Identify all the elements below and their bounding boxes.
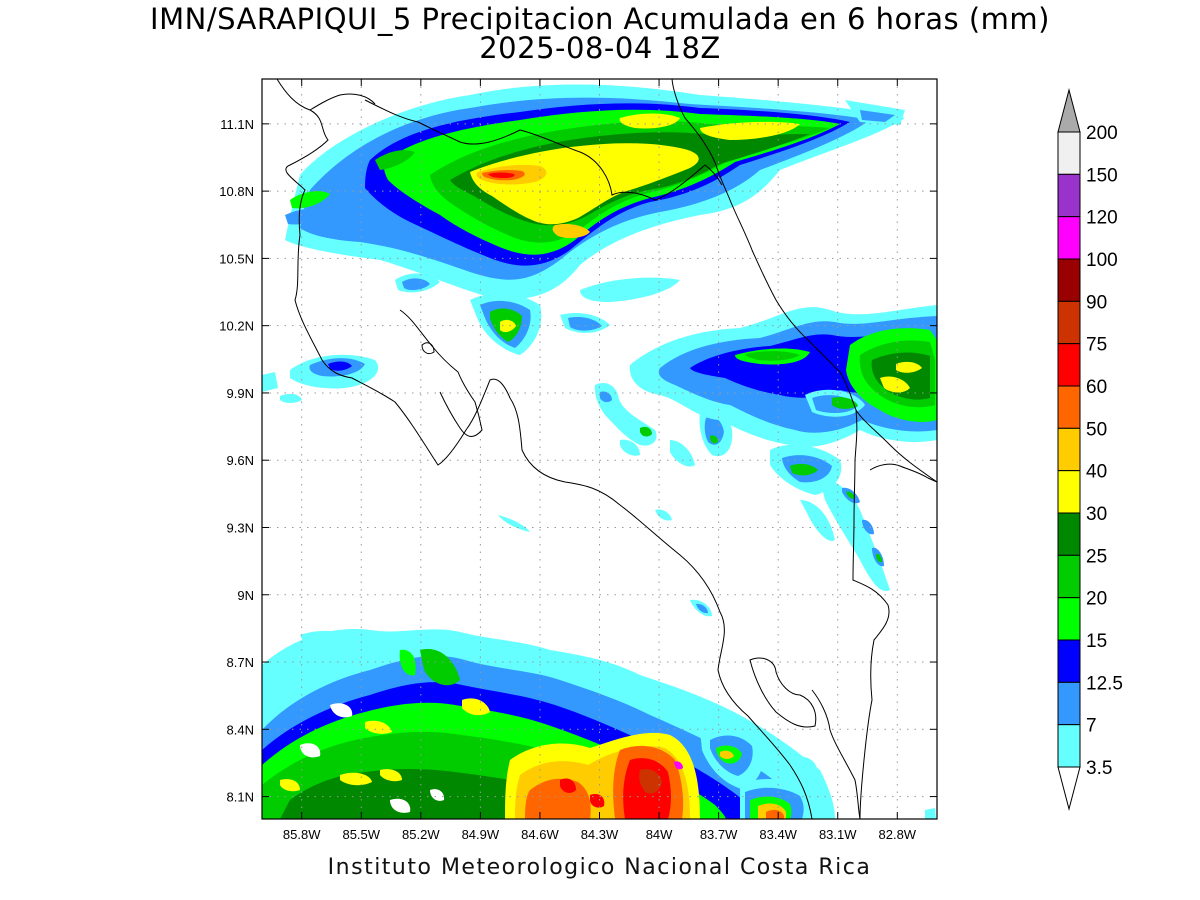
colorbar-label: 7 [1086, 716, 1097, 737]
colorbar-label: 25 [1086, 546, 1107, 567]
colorbar-swatch [1057, 216, 1081, 260]
nicoya-gulf [399, 309, 483, 437]
colorbar-top-arrow [1057, 88, 1081, 133]
colorbar-label: 75 [1086, 335, 1107, 356]
colorbar-swatch [1057, 639, 1081, 683]
colorbar-label: 40 [1086, 462, 1107, 483]
colorbar-swatch [1057, 597, 1081, 641]
lat-tick-label: 10.8N [219, 184, 254, 199]
colorbar-label: 120 [1086, 208, 1118, 229]
colorbar-swatch [1057, 300, 1081, 345]
precip-band-east [629, 305, 937, 591]
lat-tick-label: 8.7N [227, 655, 254, 670]
lon-tick-label: 85.5W [342, 827, 380, 842]
lon-tick-label: 83.7W [700, 827, 738, 842]
precipitation-field [262, 84, 937, 819]
colorbar-swatch [1057, 258, 1081, 302]
colorbar-swatch [1057, 554, 1081, 599]
lon-tick-label: 83.1W [819, 827, 857, 842]
map-datetime: 2025-08-04 18Z [479, 31, 721, 65]
colorbar-swatch [1057, 681, 1081, 726]
lake-nicaragua-shore [309, 93, 376, 111]
colorbar-label: 15 [1086, 631, 1107, 652]
colorbar-swatch [1057, 173, 1081, 218]
lat-tick-label: 10.2N [219, 319, 254, 334]
colorbar-swatch [1057, 724, 1081, 768]
colorbar-label: 20 [1086, 589, 1107, 610]
panama-bocas [869, 463, 937, 483]
precip-band-south [262, 629, 936, 819]
lat-tick-label: 9.3N [227, 520, 254, 535]
colorbar-label: 12.5 [1086, 673, 1123, 694]
colorbar-swatch [1057, 131, 1081, 175]
colorbar-label: 60 [1086, 377, 1107, 398]
lat-tick-label: 10.5N [219, 251, 254, 266]
colorbar-label: 100 [1086, 250, 1118, 271]
colorbar-label: 90 [1086, 292, 1107, 313]
lat-tick-label: 8.4N [227, 722, 254, 737]
chira-island [421, 342, 435, 355]
map-title: IMN/SARAPIQUI_5 Precipitacion Acumulada … [150, 2, 1050, 36]
colorbar-label: 50 [1086, 419, 1107, 440]
lat-axis: 11.1N 10.8N 10.5N 10.2N 9.9N 9.6N 9.3N 9N 8.7N 8.… [219, 117, 937, 805]
lon-tick-label: 83.4W [759, 827, 797, 842]
lat-tick-label: 8.1N [227, 790, 254, 805]
colorbar-label: 3.5 [1086, 758, 1112, 779]
colorbar-bottom-arrow [1057, 766, 1081, 811]
lat-tick-label: 9N [237, 588, 254, 603]
golfo-dulce [811, 689, 861, 819]
coastlines [276, 79, 937, 819]
pacific-coast-north [276, 79, 813, 819]
lon-axis: 85.8W 85.5W 85.2W 84.9W 84.6W 84.3W 84W 83.7W 83… [283, 79, 917, 842]
nicaragua-border [364, 99, 723, 201]
lon-tick-label: 85.2W [402, 827, 440, 842]
colorbar-label: 30 [1086, 504, 1107, 525]
lat-tick-label: 9.9N [227, 386, 254, 401]
lon-tick-label: 84W [646, 827, 673, 842]
lon-tick-label: 84.3W [581, 827, 619, 842]
colorbar: 3.5 7 12.5 15 20 25 30 40 50 60 75 90 100 120 150 200 [1057, 88, 1123, 811]
colorbar-label: 200 [1086, 123, 1118, 144]
lat-lon-grid [262, 79, 937, 819]
colorbar-label: 150 [1086, 165, 1118, 186]
lon-tick-label: 84.9W [462, 827, 500, 842]
colorbar-swatch [1057, 343, 1081, 387]
lon-tick-label: 82.8W [879, 827, 917, 842]
caribbean-coast [671, 79, 937, 483]
lat-tick-label: 11.1N [220, 117, 254, 132]
colorbar-swatch [1057, 385, 1081, 429]
lon-tick-label: 85.8W [283, 827, 321, 842]
colorbar-swatch [1057, 470, 1081, 514]
lat-tick-label: 9.6N [227, 453, 254, 468]
osa-peninsula [749, 657, 817, 728]
credit-text: Instituto Meteorologico Nacional Costa R… [327, 855, 872, 880]
colorbar-swatch [1057, 512, 1081, 556]
lon-tick-label: 84.6W [521, 827, 559, 842]
precip-band-north [285, 84, 905, 301]
panama-border [852, 409, 890, 819]
colorbar-swatch [1057, 427, 1081, 472]
